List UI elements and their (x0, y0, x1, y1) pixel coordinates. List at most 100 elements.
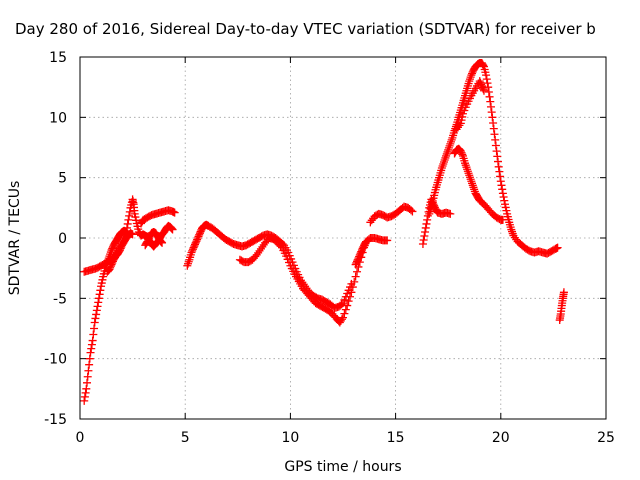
data-point (423, 215, 432, 224)
data-point (83, 372, 92, 381)
data-point (479, 61, 488, 70)
data-point (87, 340, 96, 349)
data-point (84, 366, 93, 375)
data-point (510, 233, 519, 242)
data-point (90, 318, 99, 327)
data-point (92, 310, 101, 319)
data-point (454, 123, 463, 132)
data-point (422, 219, 431, 228)
data-point (438, 162, 447, 171)
data-point (508, 227, 517, 236)
data-point (466, 73, 475, 82)
data-point (498, 215, 507, 224)
data-point (85, 360, 94, 369)
data-point (128, 230, 137, 239)
data-point (88, 336, 97, 345)
data-point (347, 288, 356, 297)
data-point (407, 206, 416, 215)
data-point (423, 211, 432, 220)
data-point (470, 185, 479, 194)
x-tick-label: 10 (281, 430, 299, 446)
data-point (493, 152, 502, 161)
data-point (167, 223, 176, 232)
data-point (421, 227, 430, 236)
y-tick-label: -10 (44, 352, 67, 368)
data-point (87, 344, 96, 353)
data-point (452, 125, 461, 134)
data-point (124, 215, 133, 224)
x-tick-label: 20 (492, 430, 510, 446)
data-point (170, 208, 179, 217)
data-point (553, 243, 562, 252)
data-point (125, 211, 134, 220)
data-point (418, 240, 427, 249)
data-point (351, 272, 360, 281)
data-point (439, 157, 448, 166)
data-point (486, 102, 495, 111)
data-point (94, 298, 103, 307)
data-point (83, 378, 92, 387)
data-point (157, 238, 166, 247)
data-point (466, 175, 475, 184)
y-tick-label: 5 (58, 171, 67, 187)
data-point (494, 162, 503, 171)
series-8 (351, 237, 371, 269)
data-point (348, 283, 357, 292)
data-point (465, 75, 474, 84)
data-point (383, 236, 392, 245)
data-point (95, 290, 104, 299)
data-point (508, 229, 517, 238)
data-point (462, 163, 471, 172)
series-3 (103, 229, 137, 276)
data-point (497, 181, 506, 190)
data-point (91, 314, 100, 323)
data-point (498, 185, 507, 194)
data-point (461, 159, 470, 168)
x-axis-label: GPS time / hours (284, 459, 401, 475)
data-point (492, 147, 501, 156)
data-point (80, 396, 89, 405)
data-point (183, 261, 192, 270)
y-axis-label: SDTVAR / TECUs (7, 181, 23, 296)
y-tick-label: 0 (58, 231, 67, 247)
data-point (491, 141, 500, 150)
ticks: 0 5 10 15 20 25 -15 -10 -5 0 5 10 15 (44, 50, 615, 446)
data-point (362, 237, 371, 246)
data-point (86, 348, 95, 357)
data-point (447, 137, 456, 146)
series-9 (366, 202, 417, 227)
data-point (491, 135, 500, 144)
data-point (437, 164, 446, 173)
data-points (80, 59, 568, 405)
x-tick-label: 15 (387, 430, 405, 446)
series-13 (452, 77, 488, 134)
series-5 (141, 227, 167, 250)
data-point (486, 97, 495, 106)
data-point (439, 159, 448, 168)
data-point (463, 167, 472, 176)
data-point (445, 141, 454, 150)
data-point (123, 219, 132, 228)
data-point (353, 267, 362, 276)
data-point (559, 288, 568, 297)
data-point (85, 354, 94, 363)
data-point (156, 237, 165, 246)
data-point (496, 172, 505, 181)
data-point (442, 149, 451, 158)
data-point (464, 169, 473, 178)
data-point (341, 305, 350, 314)
data-point (92, 306, 101, 315)
data-point (276, 242, 285, 251)
data-point (444, 143, 453, 152)
data-point (499, 192, 508, 201)
data-point (465, 171, 474, 180)
data-point (495, 167, 504, 176)
data-point (441, 153, 450, 162)
data-point (467, 177, 476, 186)
data-point (461, 161, 470, 170)
data-point (500, 196, 509, 205)
chart-title: Day 280 of 2016, Sidereal Day-to-day VTE… (15, 20, 596, 38)
data-point (488, 113, 497, 122)
y-tick-label: -15 (44, 412, 67, 428)
